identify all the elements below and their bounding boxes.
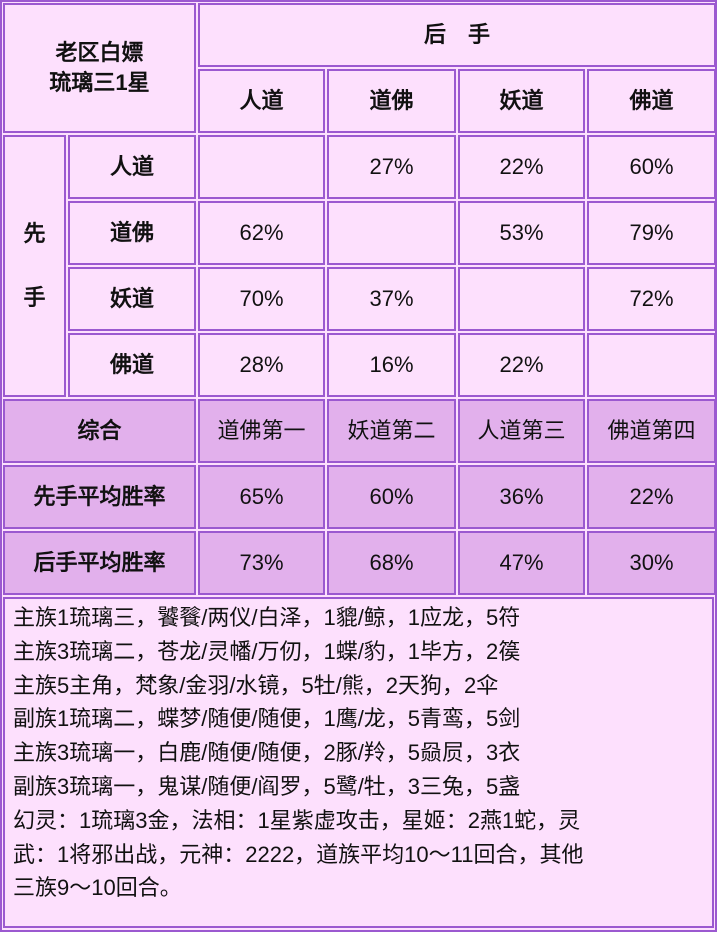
second-avg-label: 后手平均胜率: [3, 531, 196, 595]
win-rate-cell: 27%: [327, 135, 456, 199]
note-line: 主族3琉璃一，白鹿/随便/随便，2豚/羚，5赑屃，3衣: [13, 740, 521, 766]
note-line: 三族9～10回合。: [13, 875, 182, 901]
first-avg-cell: 60%: [327, 465, 456, 529]
first-hand-char: 先: [23, 221, 46, 246]
win-rate-cell: 70%: [198, 267, 325, 331]
win-rate-table: 老区白嫖 琉璃三1星 后 手 人道 道佛 妖道 佛道 先 手 人道 27% 22…: [2, 2, 716, 596]
first-hand-char: 手: [23, 285, 46, 310]
column-header: 人道: [198, 69, 325, 133]
summary-cell: 人道第三: [458, 399, 585, 463]
note-line: 主族1琉璃三，饕餮/两仪/白泽，1貔/鲸，1应龙，5符: [13, 605, 521, 630]
note-line: 武：1将邪出战，元神：2222，道族平均10～11回合，其他: [13, 841, 584, 867]
row-header: 佛道: [68, 333, 196, 397]
column-header: 佛道: [587, 69, 716, 133]
first-hand-header: 先 手: [3, 135, 66, 397]
second-avg-cell: 68%: [327, 531, 456, 595]
note-line: 幻灵：1琉璃3金，法相：1星紫虚攻击，星姬：2燕1蛇，灵: [13, 807, 581, 833]
summary-cell: 佛道第四: [587, 399, 716, 463]
win-rate-cell: 62%: [198, 201, 325, 265]
note-line: 副族3琉璃一，鬼谋/随便/阎罗，5鹭/牡，3三兔，5盏: [13, 773, 521, 799]
summary-label: 综合: [3, 399, 196, 463]
win-rate-cell: [458, 267, 585, 331]
second-hand-header: 后 手: [198, 3, 716, 67]
corner-title: 老区白嫖 琉璃三1星: [3, 3, 196, 133]
first-avg-cell: 65%: [198, 465, 325, 529]
win-rate-cell: [198, 135, 325, 199]
win-rate-cell: 72%: [587, 267, 716, 331]
win-rate-cell: 22%: [458, 135, 585, 199]
corner-title-line: 老区白嫖: [55, 40, 144, 65]
summary-cell: 妖道第二: [327, 399, 456, 463]
win-rate-cell: 60%: [587, 135, 716, 199]
first-avg-label: 先手平均胜率: [3, 465, 196, 529]
second-avg-cell: 47%: [458, 531, 585, 595]
column-header: 妖道: [458, 69, 585, 133]
note-line: 副族1琉璃二，蝶梦/随便/随便，1鹰/龙，5青鸾，5剑: [13, 706, 521, 732]
note-line: 主族3琉璃二，苍龙/灵幡/万仞，1蝶/豹，1毕方，2篌: [13, 638, 521, 664]
row-header: 人道: [68, 135, 196, 199]
win-rate-cell: [327, 201, 456, 265]
win-rate-cell: 28%: [198, 333, 325, 397]
win-rate-cell: 79%: [587, 201, 716, 265]
second-avg-cell: 30%: [587, 531, 716, 595]
win-rate-cell: 16%: [327, 333, 456, 397]
summary-cell: 道佛第一: [198, 399, 325, 463]
first-avg-cell: 22%: [587, 465, 716, 529]
second-avg-cell: 73%: [198, 531, 325, 595]
row-header: 妖道: [68, 267, 196, 331]
win-rate-cell: 22%: [458, 333, 585, 397]
note-line: 主族5主角，梵象/金羽/水镜，5牡/熊，2天狗，2伞: [13, 672, 499, 698]
row-header: 道佛: [68, 201, 196, 265]
win-rate-cell: 53%: [458, 201, 585, 265]
column-header: 道佛: [327, 69, 456, 133]
win-rate-cell: [587, 333, 716, 397]
first-avg-cell: 36%: [458, 465, 585, 529]
corner-title-line: 琉璃三1星: [49, 70, 150, 95]
win-rate-cell: 37%: [327, 267, 456, 331]
lineup-notes: 主族1琉璃三，饕餮/两仪/白泽，1貔/鲸，1应龙，5符 主族3琉璃二，苍龙/灵幡…: [3, 597, 714, 928]
